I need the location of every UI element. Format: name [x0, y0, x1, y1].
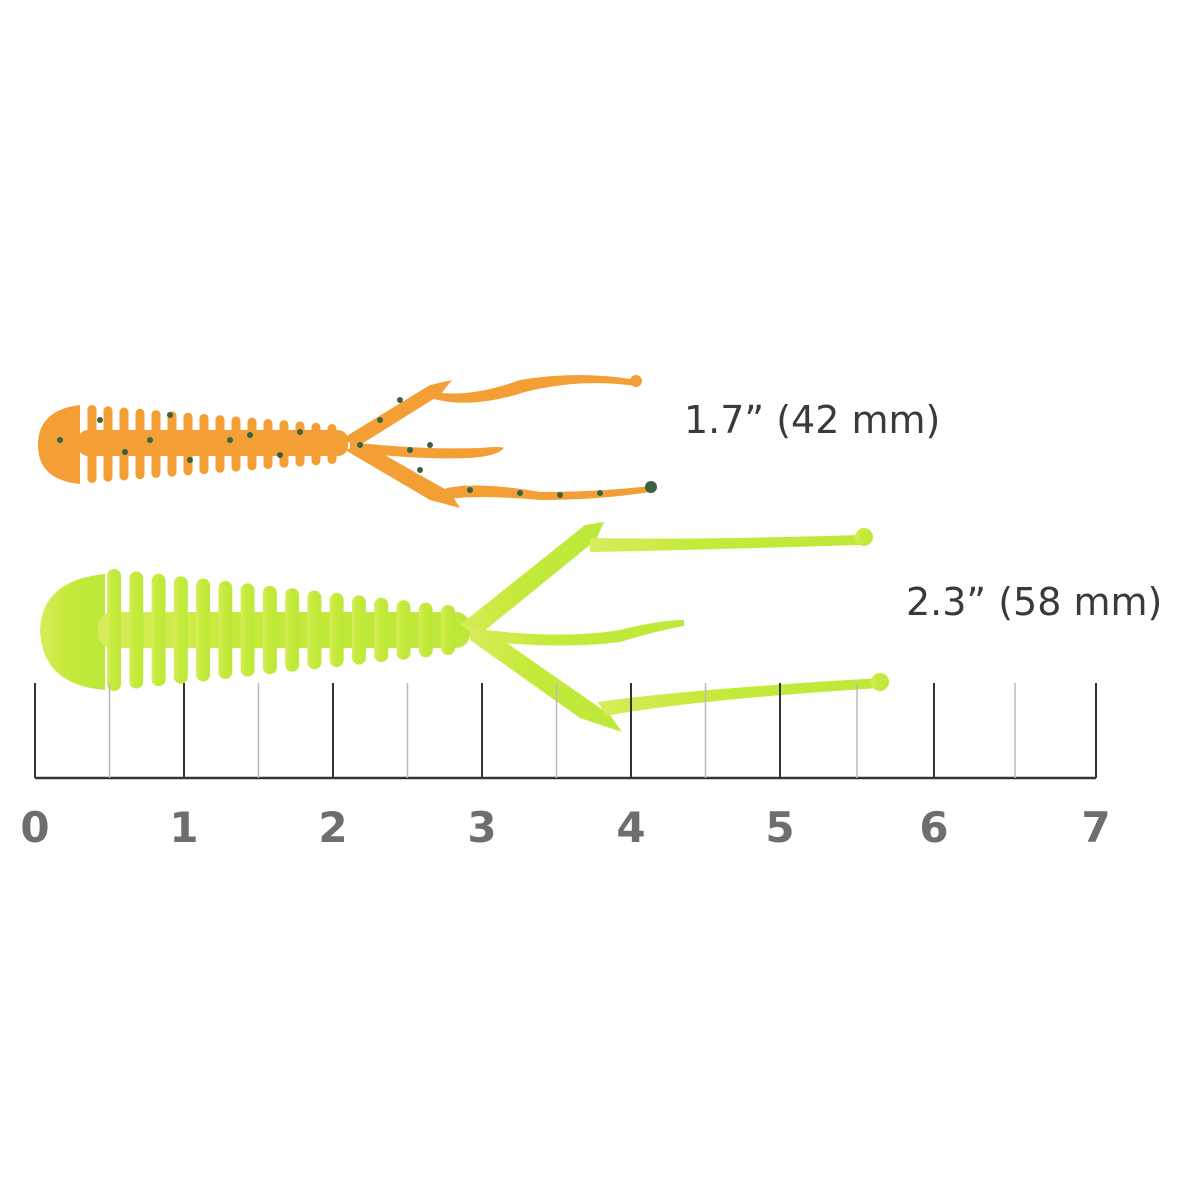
lure-fleck [247, 432, 253, 438]
lure-rib [135, 408, 145, 480]
lure-rib [183, 412, 193, 476]
lure-rib [247, 417, 257, 471]
lure-chartreuse [40, 522, 889, 732]
lure-rib [285, 588, 300, 672]
lure-size-label-small: 1.7” (42 mm) [684, 398, 941, 442]
lure-fleck [417, 467, 423, 473]
lure-rib [199, 413, 209, 475]
ruler-tick-label: 6 [919, 803, 949, 852]
lure-fleck [557, 492, 563, 498]
lure-rib [151, 573, 166, 687]
lure-fleck [517, 490, 523, 496]
lure-fleck [407, 447, 413, 453]
lure-fleck [357, 442, 363, 448]
lure-rib [87, 405, 97, 483]
lure-fleck [377, 417, 383, 423]
lure-rib [231, 416, 241, 472]
lure-fleck [122, 449, 128, 455]
lure-rib [396, 600, 411, 660]
ruler-tick-label: 4 [616, 803, 646, 852]
lure-size-label-large: 2.3” (58 mm) [906, 580, 1163, 624]
lure-fleck [397, 397, 403, 403]
lure-orange [38, 375, 657, 508]
ruler-tick-label: 1 [169, 803, 199, 852]
lure-rib [196, 578, 211, 682]
lure-fleck [187, 457, 193, 463]
ruler [34, 683, 1097, 780]
lure-rib [279, 420, 289, 468]
lure-fleck [277, 452, 283, 458]
lure-fleck [97, 417, 103, 423]
ruler-tick-label: 0 [20, 803, 50, 852]
lure-fleck [147, 437, 153, 443]
lure-rib [262, 585, 277, 675]
lure-rib [307, 590, 322, 670]
lure-fleck [467, 487, 473, 493]
lure-rib [295, 421, 305, 467]
lure-fleck [57, 437, 63, 443]
lure-fleck [427, 442, 433, 448]
lure-rib [218, 581, 233, 679]
lure-rib [215, 415, 225, 473]
lure-rib [129, 571, 144, 689]
lure-rib [311, 422, 321, 466]
lure-rib [173, 576, 188, 684]
lure-rib [327, 424, 337, 464]
lure-fleck [167, 412, 173, 418]
lure-rib [329, 593, 344, 667]
ruler-tick-label: 3 [467, 803, 497, 852]
lure-fleck [227, 437, 233, 443]
lure-rib [441, 605, 455, 655]
lure-rib [151, 410, 161, 478]
lure-fleck [297, 429, 303, 435]
lure-rib [374, 597, 389, 663]
lure-rib [107, 569, 121, 691]
lure-rib [119, 407, 129, 481]
lure-fleck [597, 490, 603, 496]
ruler-tick-label: 5 [765, 803, 795, 852]
ruler-tick-label: 7 [1081, 803, 1111, 852]
lure-rib [263, 418, 273, 470]
lure-rib [103, 406, 113, 482]
lure-rib [351, 595, 366, 665]
ruler-tick-label: 2 [318, 803, 348, 852]
lure-rib [240, 583, 255, 677]
lure-rib [167, 411, 177, 477]
lure-rib [418, 602, 433, 658]
